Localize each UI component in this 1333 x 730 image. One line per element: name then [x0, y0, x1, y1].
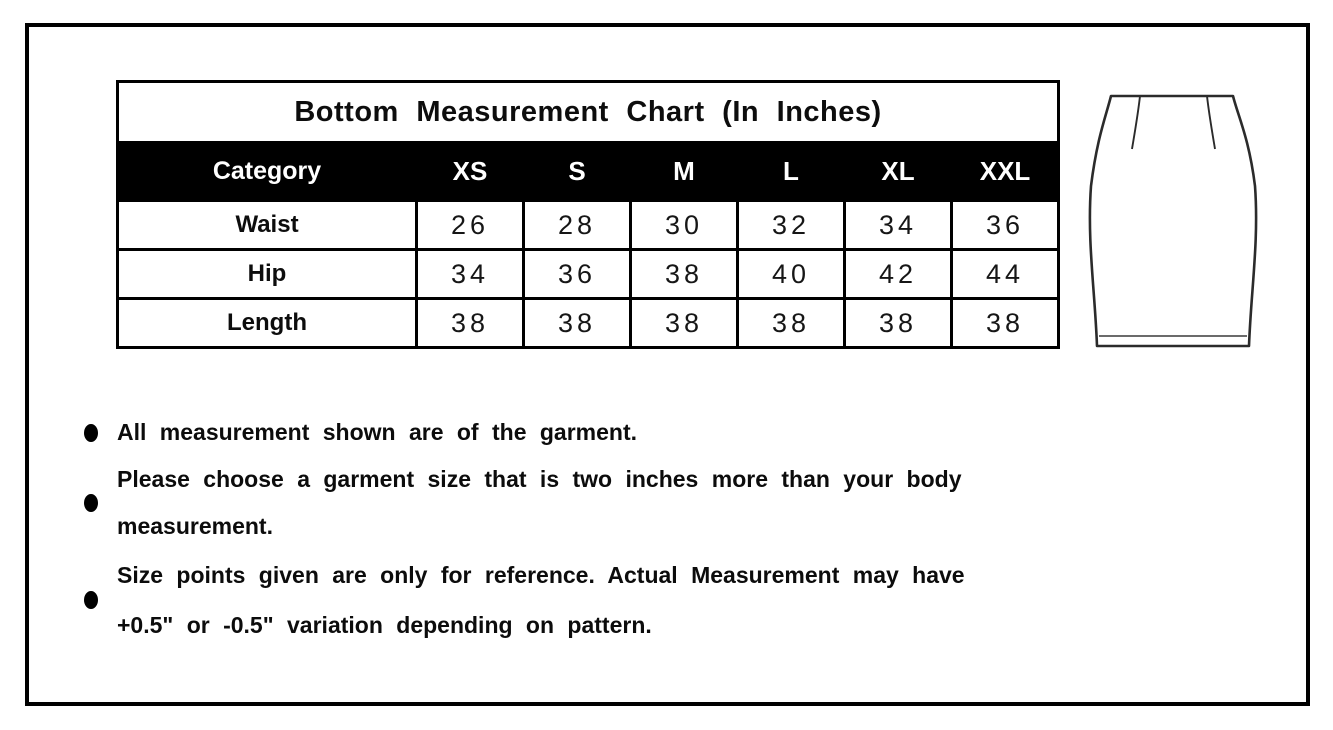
note-variation: Size points given are only for reference… — [84, 550, 1164, 650]
table-row-hip: Hip 34 36 38 40 42 44 — [116, 248, 1061, 300]
header-size-xl: XL — [843, 141, 953, 202]
skirt-left-dart — [1131, 95, 1141, 150]
table-row-length: Length 38 38 38 38 38 38 — [116, 297, 1061, 349]
header-size-l: L — [736, 141, 846, 202]
length-xxl: 38 — [949, 297, 1061, 349]
table-title-row: Bottom Measurement Chart (In Inches) — [115, 80, 1061, 144]
table-header-row: Category XS S M L XL XXL — [116, 141, 1061, 202]
length-l: 38 — [736, 297, 846, 349]
header-size-s: S — [522, 141, 632, 202]
note-line: Please choose a garment size that is two… — [117, 466, 962, 492]
note-line: measurement. — [117, 513, 273, 539]
hip-xl: 42 — [843, 248, 953, 300]
header-size-xxl: XXL — [949, 141, 1061, 202]
measurement-table: Bottom Measurement Chart (In Inches) Cat… — [115, 80, 1061, 349]
note-line: Size points given are only for reference… — [117, 562, 965, 588]
header-size-xs: XS — [415, 141, 525, 202]
skirt-right-dart — [1206, 95, 1216, 150]
notes-list: All measurement shown are of the garment… — [84, 409, 1164, 650]
row-label-hip: Hip — [116, 248, 418, 300]
length-xl: 38 — [843, 297, 953, 349]
bullet-icon — [84, 494, 98, 512]
note-choose-size: Please choose a garment size that is two… — [84, 456, 1164, 550]
hip-m: 38 — [629, 248, 739, 300]
waist-l: 32 — [736, 199, 846, 251]
note-line: +0.5" or -0.5" variation depending on pa… — [117, 612, 652, 638]
waist-xxl: 36 — [949, 199, 1061, 251]
length-m: 38 — [629, 297, 739, 349]
waist-xl: 34 — [843, 199, 953, 251]
length-s: 38 — [522, 297, 632, 349]
row-label-length: Length — [116, 297, 418, 349]
note-garment-measurement: All measurement shown are of the garment… — [84, 409, 1164, 456]
skirt-outline — [1088, 94, 1258, 348]
header-size-m: M — [629, 141, 739, 202]
waist-m: 30 — [629, 199, 739, 251]
note-text: Please choose a garment size that is two… — [117, 456, 961, 550]
note-text: All measurement shown are of the garment… — [117, 409, 637, 456]
row-label-waist: Waist — [116, 199, 418, 251]
note-line: All measurement shown are of the garment… — [117, 419, 638, 445]
hip-xs: 34 — [415, 248, 525, 300]
length-xs: 38 — [415, 297, 525, 349]
table-row-waist: Waist 26 28 30 32 34 36 — [116, 199, 1061, 251]
bullet-icon — [84, 423, 98, 442]
waist-s: 28 — [522, 199, 632, 251]
note-text: Size points given are only for reference… — [117, 550, 965, 650]
bullet-icon — [84, 591, 98, 609]
skirt-illustration-icon — [1088, 94, 1258, 348]
header-category: Category — [116, 141, 418, 202]
waist-xs: 26 — [415, 199, 525, 251]
hip-l: 40 — [736, 248, 846, 300]
table-title: Bottom Measurement Chart (In Inches) — [115, 80, 1061, 144]
hip-xxl: 44 — [949, 248, 1061, 300]
hip-s: 36 — [522, 248, 632, 300]
